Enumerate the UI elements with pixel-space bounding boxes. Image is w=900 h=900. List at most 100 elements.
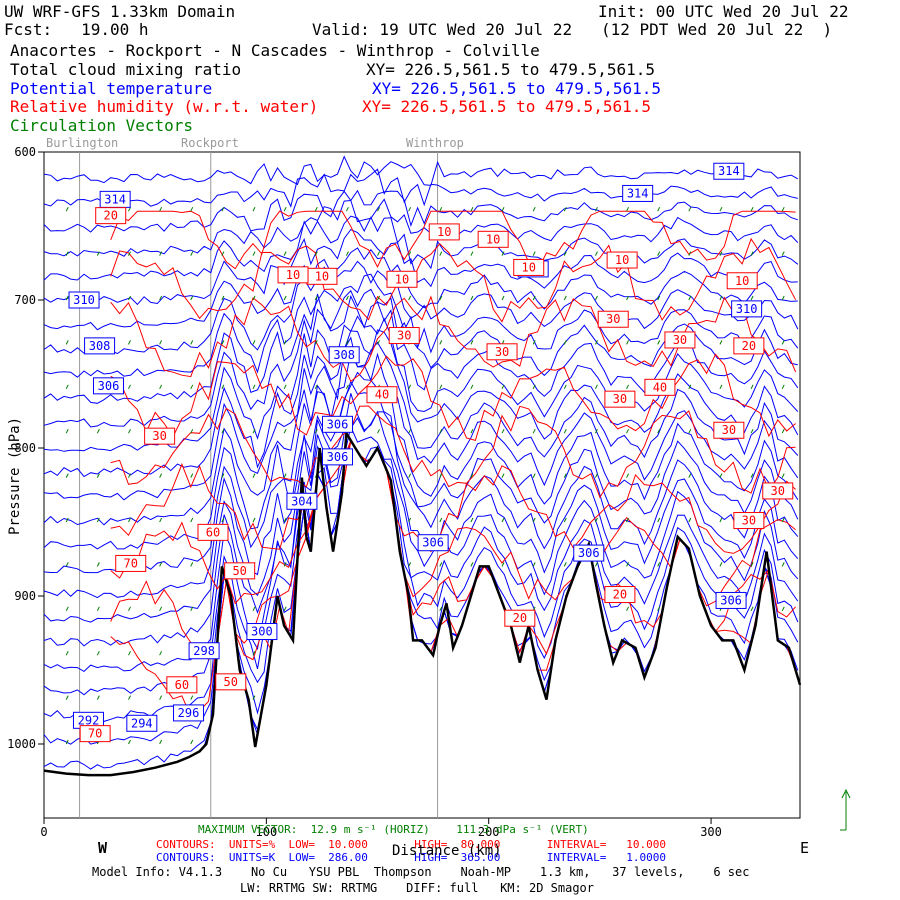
rh-label: 30: [722, 423, 736, 437]
rh-label: 30: [771, 484, 785, 498]
circulation-vector: [221, 251, 225, 256]
circulation-vector: [65, 517, 69, 523]
circulation-vector: [626, 340, 630, 345]
theta-label: 306: [98, 379, 120, 393]
circulation-vector: [252, 695, 256, 700]
circulation-vector: [688, 384, 692, 390]
plot-frame: [43, 151, 801, 819]
circulation-vector: [657, 428, 661, 434]
circulation-vector: [128, 340, 131, 345]
rh-label: 30: [152, 429, 166, 443]
circulation-vector: [65, 428, 69, 434]
rh-label: 60: [206, 525, 220, 539]
circulation-vector: [563, 340, 567, 345]
field1-name: Total cloud mixing ratio: [10, 60, 242, 79]
theta-label: 296: [178, 706, 200, 720]
circulation-vector: [159, 606, 163, 612]
circulation-vector: [190, 295, 194, 301]
reference-vector-head: [841, 788, 851, 799]
theta-label: 292: [78, 713, 100, 727]
rh-label: 10: [615, 253, 629, 267]
circulation-vector: [594, 206, 598, 212]
circulation-vector: [283, 384, 287, 390]
circulation-vector: [65, 295, 69, 301]
circulation-vector: [408, 473, 412, 478]
theta-label: 306: [327, 417, 349, 431]
circulation-vector: [532, 473, 536, 478]
rh-label-box: [606, 251, 638, 269]
circulation-vector: [65, 473, 69, 478]
theta-label-box: [573, 544, 605, 562]
rh-label-box: [388, 327, 420, 345]
y-tick-label: 800: [14, 441, 36, 455]
circulation-vector: [283, 295, 287, 301]
circulation-vector: [128, 517, 131, 523]
circulation-vector: [688, 206, 692, 212]
circulation-vector: [190, 562, 194, 567]
circulation-vector: [657, 251, 661, 256]
circulation-vector: [750, 606, 754, 612]
rh-label: 70: [88, 727, 102, 741]
theta-contour-0: [43, 155, 799, 186]
circulation-vector: [190, 606, 194, 612]
circulation-vector: [563, 562, 567, 567]
circulation-vector: [190, 695, 194, 700]
rh-label: 20: [513, 611, 527, 625]
circulation-vector: [190, 517, 194, 523]
rh-label-box: [144, 427, 176, 445]
circulation-vector: [563, 206, 567, 212]
theta-label-box: [286, 492, 318, 510]
circulation-vector: [501, 206, 505, 212]
circulation-vector: [657, 517, 661, 523]
circulation-vector: [314, 251, 318, 256]
rh-label-box: [504, 609, 536, 627]
circulation-vector: [563, 251, 567, 256]
theta-contour-6: [43, 247, 798, 331]
circulation-vector: [781, 384, 785, 390]
theta-label-box: [715, 591, 747, 609]
route-title: Anacortes - Rockport - N Cascades - Wint…: [10, 41, 540, 60]
circulation-vector: [65, 606, 69, 612]
circulation-vector: [532, 428, 536, 434]
theta-contour-15: [43, 371, 799, 550]
circulation-vector: [657, 606, 661, 612]
rh-label-box: [486, 343, 518, 361]
circulation-vector: [65, 695, 69, 700]
rh-label: 20: [103, 209, 117, 223]
circulation-vector: [563, 473, 567, 478]
circulation-vector: [439, 517, 443, 523]
theta-contour-2: [43, 189, 798, 233]
circulation-vector: [719, 295, 723, 301]
circulation-vector: [159, 739, 163, 745]
circulation-vector: [470, 473, 474, 478]
circulation-vector: [501, 384, 505, 390]
circulation-vector: [750, 428, 754, 434]
rh-label: 10: [735, 274, 749, 288]
circulation-vector: [439, 206, 443, 212]
rh-label: 30: [613, 392, 627, 406]
circulation-vector: [781, 428, 785, 434]
circulation-vector: [563, 384, 567, 390]
circulation-vector: [190, 739, 194, 745]
circulation-vector: [96, 428, 100, 434]
theta-contour-13: [43, 336, 799, 501]
circulation-vector: [252, 428, 256, 434]
circulation-vector: [128, 739, 131, 745]
circulation-vector: [345, 384, 349, 390]
circulation-vector: [719, 251, 723, 256]
x-tick-label: 100: [256, 825, 278, 839]
circulation-vector: [252, 340, 256, 345]
circulation-vector: [439, 428, 443, 434]
circulation-vector: [470, 206, 474, 212]
theta-label-box: [173, 704, 205, 722]
rh-label-box: [95, 207, 127, 225]
circulation-vector: [626, 428, 630, 434]
circulation-vector: [439, 295, 443, 301]
circulation-vector: [283, 606, 287, 612]
rh-label: 10: [522, 260, 536, 274]
circulation-vector: [439, 384, 443, 390]
circulation-vector: [563, 517, 567, 523]
rh-label: 10: [486, 232, 500, 246]
circulation-vector: [96, 251, 100, 256]
circulation-vector: [594, 562, 598, 567]
